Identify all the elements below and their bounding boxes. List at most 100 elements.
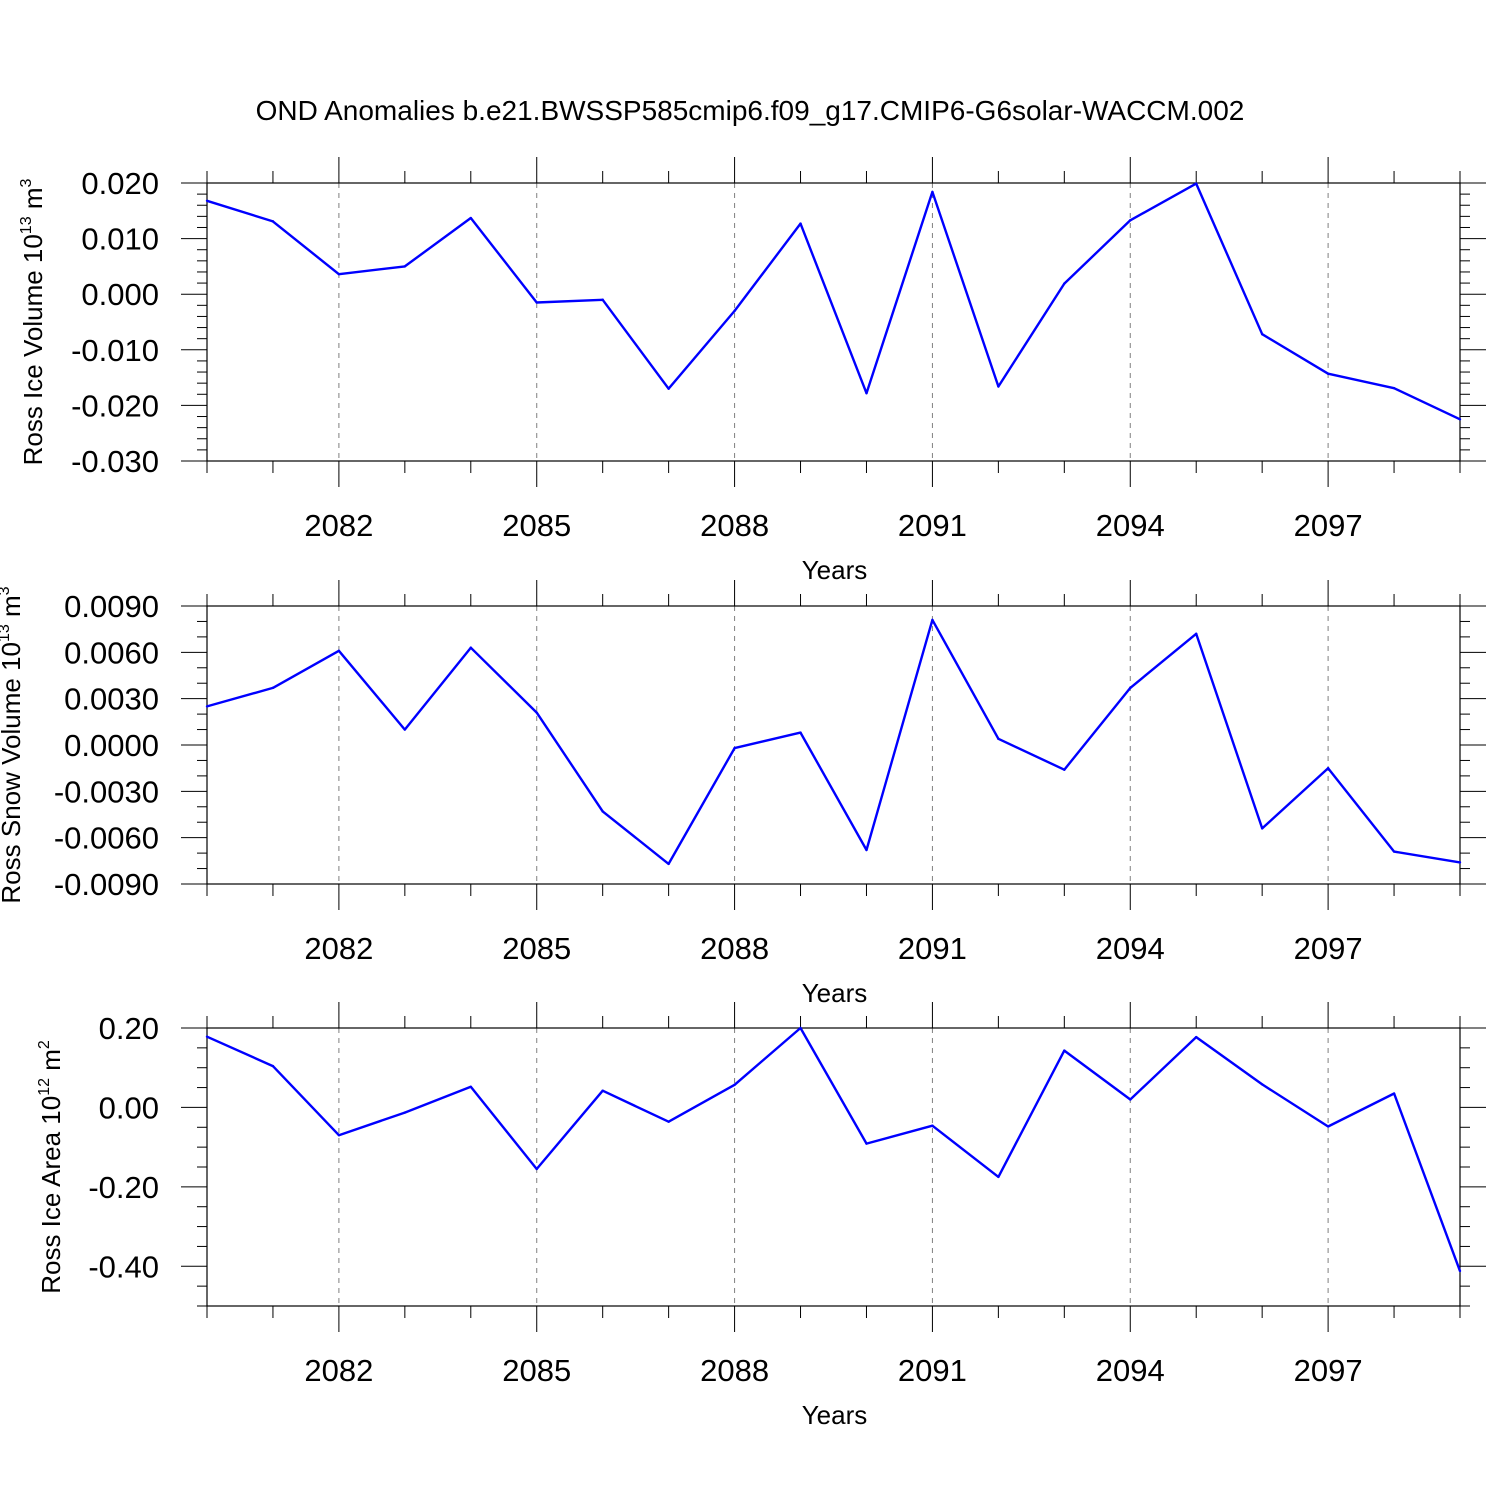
y-axis-label-text: Ross Ice Volume 10 xyxy=(18,234,48,465)
data-point xyxy=(865,391,868,395)
data-point xyxy=(271,1064,275,1068)
x-axis-label: Years xyxy=(802,1400,868,1430)
plot-frame xyxy=(206,1027,1461,1307)
data-point xyxy=(271,220,275,223)
data-point xyxy=(1458,861,1462,864)
data-point xyxy=(1063,768,1066,771)
data-point xyxy=(799,1026,802,1030)
y-axis-label-exponent: 12 xyxy=(36,1078,53,1096)
y-axis-label: Ross Snow Volume 1013 m3 xyxy=(0,586,26,903)
x-tick-label: 2094 xyxy=(1096,508,1165,543)
y-axis-label-text: Ross Ice Area 10 xyxy=(36,1096,66,1294)
y-axis-label-unit-exponent: 3 xyxy=(0,586,13,595)
data-point xyxy=(1063,1049,1066,1052)
data-point xyxy=(535,1167,538,1171)
y-tick-label: 0.0090 xyxy=(64,589,159,624)
x-tick-label: 2082 xyxy=(304,1353,373,1388)
x-tick-label: 2091 xyxy=(898,931,967,966)
y-tick-label: 0.0060 xyxy=(64,635,159,670)
data-point xyxy=(667,862,670,866)
x-tick-label: 2097 xyxy=(1294,508,1363,543)
chart-panel-1: 0.020 0.010 0.000 -0.010 -0.020 -0.030 2082 208… xyxy=(18,157,1486,585)
y-axis-label-unit-exponent: 3 xyxy=(18,178,35,187)
data-point xyxy=(271,686,275,690)
y-axis-label-unit-exponent: 2 xyxy=(36,1040,53,1049)
y-axis-label: Ross Ice Area 1012 m2 xyxy=(36,1040,66,1294)
x-tick-label: 2097 xyxy=(1294,1353,1363,1388)
x-tick-label: 2097 xyxy=(1294,931,1363,966)
y-tick-label: 0.00 xyxy=(99,1090,159,1125)
data-point xyxy=(865,1142,868,1145)
y-tick-label: 0.0000 xyxy=(64,728,159,763)
x-tick-label: 2088 xyxy=(700,508,769,543)
data-point xyxy=(403,1111,407,1114)
data-point xyxy=(535,711,538,714)
x-tick-label: 2085 xyxy=(502,508,571,543)
data-point xyxy=(469,1085,472,1088)
data-point xyxy=(337,272,341,276)
data-point xyxy=(205,199,209,202)
x-tick-label: 2088 xyxy=(700,1353,769,1388)
figure-title: OND Anomalies b.e21.BWSSP585cmip6.f09_g1… xyxy=(256,95,1245,126)
data-point xyxy=(1458,1269,1462,1273)
data-point xyxy=(1392,386,1396,390)
data-point xyxy=(1195,632,1198,635)
y-axis-label-unit: m xyxy=(18,187,48,216)
y-tick-label: 0.010 xyxy=(81,222,159,257)
y-tick-label: -0.0030 xyxy=(54,774,159,809)
data-point xyxy=(1195,182,1198,185)
data-point xyxy=(601,810,604,813)
y-tick-label: -0.0060 xyxy=(54,821,159,856)
chart-panel-3: 0.20 0.00 -0.20 -0.40 2082 2085 2088 2091 2094 20… xyxy=(36,1002,1486,1430)
plot-frame xyxy=(206,182,1461,462)
chart-panel-2: 0.0090 0.0060 0.0030 0.0000 -0.0030 -0.0060 -0… xyxy=(0,580,1486,1008)
y-tick-label: 0.0030 xyxy=(64,682,159,717)
data-point xyxy=(601,298,604,301)
data-point xyxy=(733,309,736,313)
y-tick-label: -0.20 xyxy=(88,1170,159,1205)
data-point xyxy=(931,190,934,194)
data-point xyxy=(1129,686,1132,690)
data-point xyxy=(931,618,934,622)
plot-frame xyxy=(206,605,1461,885)
x-tick-label: 2091 xyxy=(898,1353,967,1388)
data-point xyxy=(1260,1083,1264,1086)
y-axis-label-unit: m xyxy=(36,1049,66,1078)
x-tick-label: 2091 xyxy=(898,508,967,543)
data-point xyxy=(1063,282,1066,285)
y-tick-label: 0.20 xyxy=(99,1011,159,1046)
y-tick-label: -0.40 xyxy=(88,1249,159,1284)
data-point xyxy=(799,731,802,734)
y-axis-label-exponent: 13 xyxy=(18,216,35,234)
x-tick-label: 2082 xyxy=(304,508,373,543)
data-point xyxy=(205,705,209,708)
y-tick-label: -0.0090 xyxy=(54,867,159,902)
data-point xyxy=(1392,1092,1396,1095)
data-point xyxy=(1326,372,1330,375)
data-point xyxy=(403,265,407,268)
y-axis-label-unit: m xyxy=(0,595,26,624)
data-point xyxy=(1260,827,1264,830)
data-point xyxy=(337,649,341,652)
x-axis-label: Years xyxy=(802,978,868,1008)
y-tick-label: -0.010 xyxy=(71,333,159,368)
data-point xyxy=(733,746,736,750)
data-point xyxy=(1326,766,1330,770)
y-tick-label: 0.020 xyxy=(81,166,159,201)
y-tick-label: 0.000 xyxy=(81,277,159,312)
data-point xyxy=(1195,1035,1198,1039)
data-point xyxy=(997,1175,1000,1179)
data-point xyxy=(601,1089,604,1092)
y-axis-label: Ross Ice Volume 1013 m3 xyxy=(18,178,48,465)
x-tick-label: 2094 xyxy=(1096,1353,1165,1388)
y-tick-label: -0.030 xyxy=(71,444,159,479)
data-point xyxy=(337,1134,341,1137)
y-axis-label-text: Ross Snow Volume 10 xyxy=(0,642,26,904)
data-point xyxy=(997,385,1000,388)
data-point xyxy=(667,1120,670,1123)
x-tick-label: 2088 xyxy=(700,931,769,966)
data-point xyxy=(667,387,670,390)
data-point xyxy=(931,1124,934,1127)
data-point xyxy=(403,728,407,731)
